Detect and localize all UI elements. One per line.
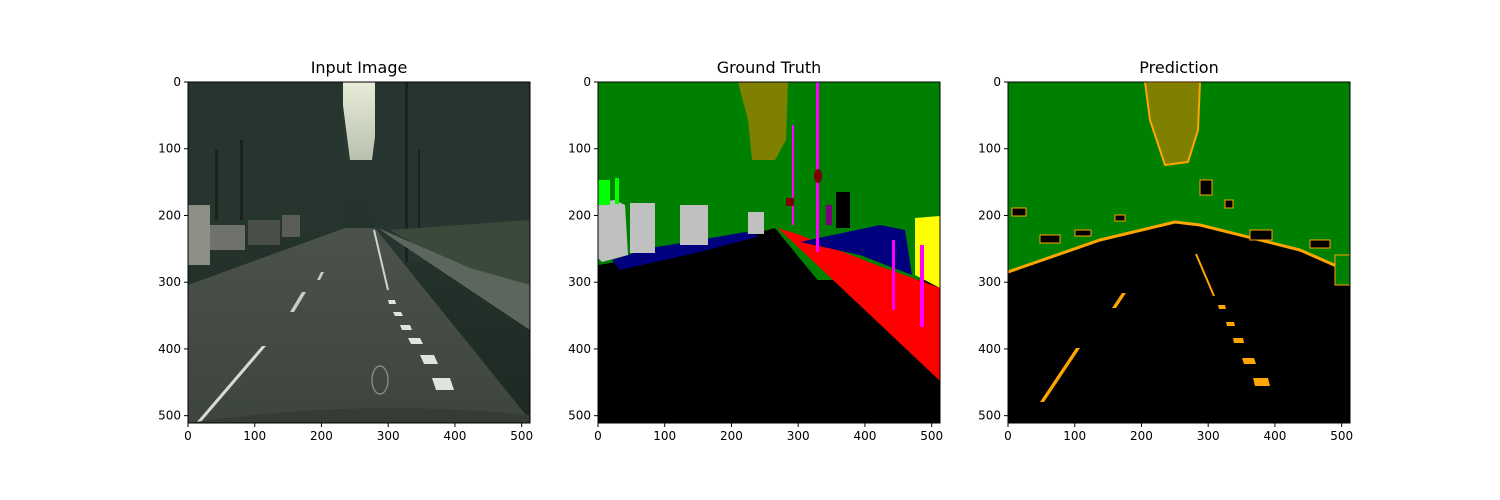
y-tick-label: 300 [978, 275, 1001, 289]
y-tick-label: 200 [568, 208, 591, 222]
x-tick-label: 0 [1004, 429, 1012, 443]
y-tick-label: 0 [993, 75, 1001, 89]
x-tick-label: 200 [1130, 429, 1153, 443]
x-tick-label: 100 [243, 429, 266, 443]
x-tick-label: 500 [1330, 429, 1353, 443]
y-tick-label: 300 [568, 275, 591, 289]
y-tick-label: 500 [568, 409, 591, 423]
y-tick-label: 100 [158, 142, 181, 156]
x-tick-label: 300 [787, 429, 810, 443]
panel-title: Prediction [1139, 58, 1218, 77]
y-tick-label: 200 [978, 208, 1001, 222]
axes-frame [1007, 81, 1351, 424]
y-tick-label: 500 [158, 409, 181, 423]
y-tick-label: 400 [978, 342, 1001, 356]
x-tick-label: 100 [653, 429, 676, 443]
segmentation-map-image [598, 82, 940, 423]
street-photo-image [188, 82, 530, 423]
panel-input: Input Image [187, 58, 531, 424]
y-tick-label: 500 [978, 409, 1001, 423]
axes-frame [187, 81, 531, 424]
y-tick-label: 0 [583, 75, 591, 89]
x-tick-label: 500 [510, 429, 533, 443]
y-tick-label: 200 [158, 208, 181, 222]
y-tick-label: 300 [158, 275, 181, 289]
x-tick-label: 0 [594, 429, 602, 443]
x-tick-label: 0 [184, 429, 192, 443]
panel-prediction: Prediction [1007, 58, 1351, 424]
y-tick-label: 0 [173, 75, 181, 89]
x-tick-label: 400 [1263, 429, 1286, 443]
x-tick-label: 200 [310, 429, 333, 443]
y-tick-label: 100 [568, 142, 591, 156]
x-tick-label: 200 [720, 429, 743, 443]
panel-title: Input Image [311, 58, 408, 77]
x-tick-label: 300 [1197, 429, 1220, 443]
y-tick-label: 400 [158, 342, 181, 356]
panel-ground-truth: Ground Truth [597, 58, 941, 424]
y-tick-label: 100 [978, 142, 1001, 156]
y-tick-label: 400 [568, 342, 591, 356]
panel-title: Ground Truth [717, 58, 822, 77]
x-tick-label: 400 [443, 429, 466, 443]
prediction-map-image [1008, 82, 1350, 423]
x-tick-label: 500 [920, 429, 943, 443]
x-tick-label: 100 [1063, 429, 1086, 443]
x-tick-label: 400 [853, 429, 876, 443]
axes-frame [597, 81, 941, 424]
x-tick-label: 300 [377, 429, 400, 443]
